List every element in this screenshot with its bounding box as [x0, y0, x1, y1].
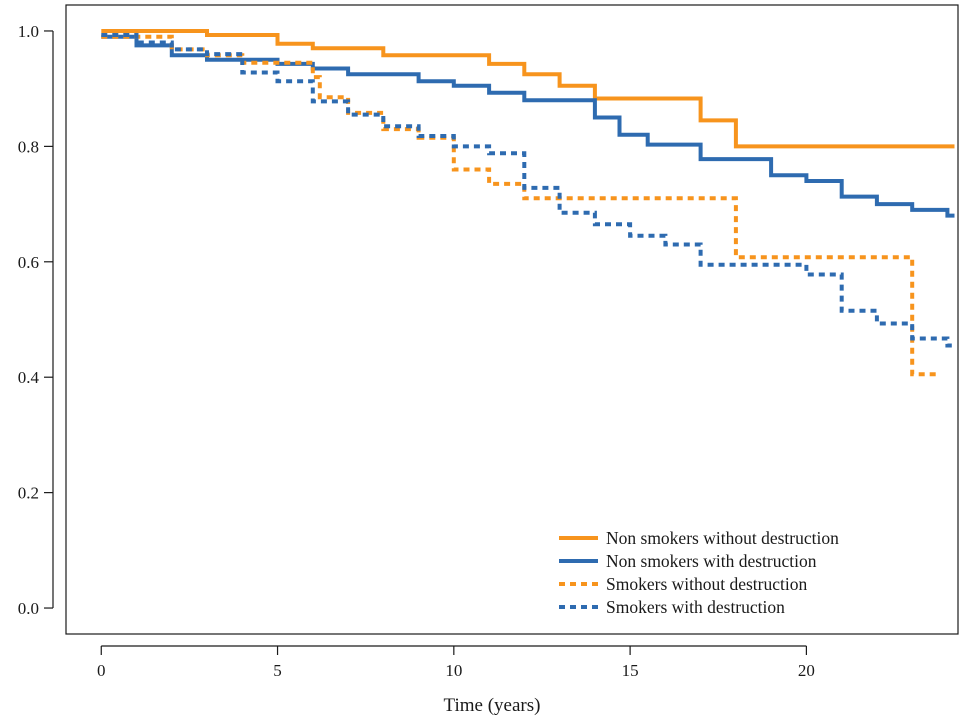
y-tick-label: 0.6: [18, 253, 39, 272]
legend-label: Smokers without destruction: [606, 574, 807, 594]
plot-frame: [65, 4, 959, 635]
legend: Non smokers without destruction Non smoke…: [559, 528, 839, 617]
x-axis-title: Time (years): [444, 695, 541, 716]
y-tick-label: 0.8: [18, 137, 39, 156]
x-tick-label: 15: [622, 661, 639, 680]
legend-label: Non smokers with destruction: [606, 551, 817, 571]
y-tick-label: 0.4: [18, 368, 40, 387]
x-tick-label: 10: [445, 661, 462, 680]
y-tick-label: 1.0: [18, 22, 39, 41]
x-tick-label: 0: [97, 661, 106, 680]
y-tick-label: 0.0: [18, 599, 39, 618]
legend-label: Smokers with destruction: [606, 597, 785, 617]
x-tick-label: 20: [798, 661, 815, 680]
series-layer: [101, 29, 955, 377]
x-axis: 0 5 10 15 20: [97, 645, 815, 680]
y-axis: 0.0 0.2 0.4 0.6 0.8 1.0: [18, 22, 54, 618]
series-line: [101, 33, 955, 348]
legend-label: Non smokers without destruction: [606, 528, 839, 548]
series-line: [101, 29, 955, 149]
x-tick-label: 5: [273, 661, 282, 680]
series-line: [101, 34, 941, 377]
series-line: [101, 34, 955, 218]
y-tick-label: 0.2: [18, 484, 39, 503]
